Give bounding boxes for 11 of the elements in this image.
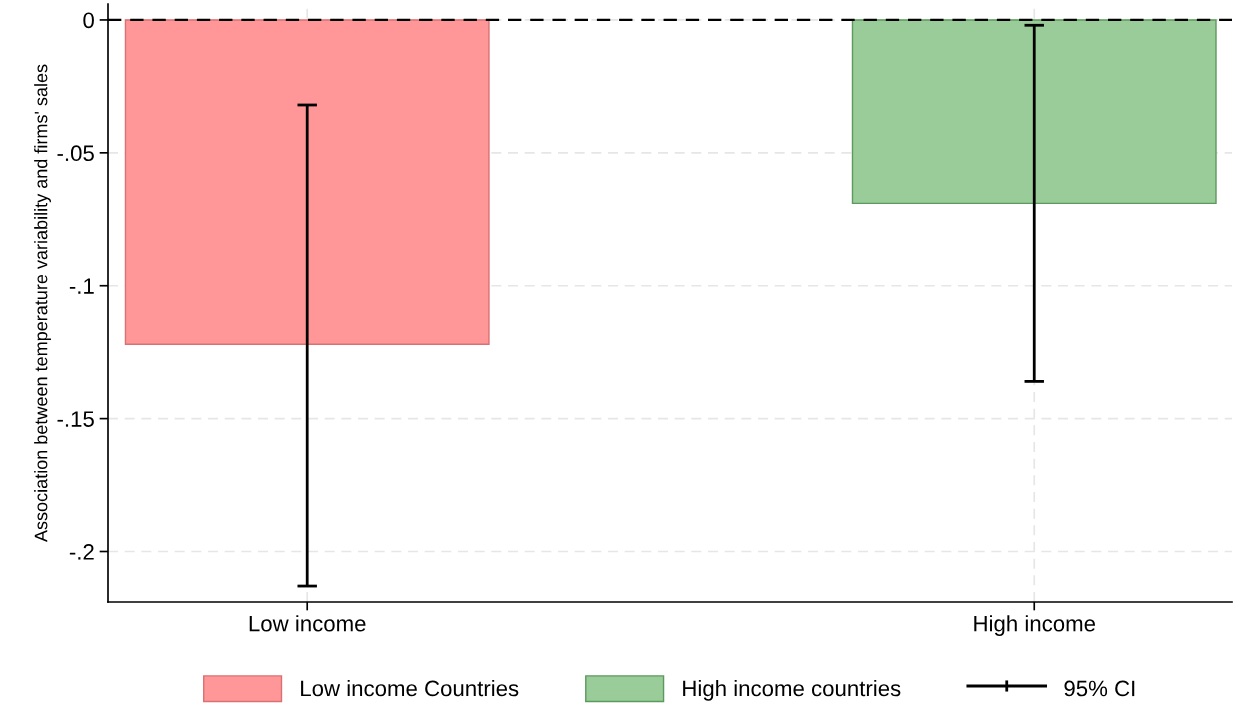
- legend-label: Low income Countries: [301, 679, 519, 697]
- legend-label: High income countries: [683, 679, 901, 701]
- y-tick-label: -.2: [69, 544, 94, 560]
- y-tick-label: -.05: [57, 145, 94, 162]
- y-tick-label: -.1: [69, 278, 94, 294]
- y-axis-title: Association between temperature variability and firms' sales: [34, 64, 51, 543]
- y-tick-label: -.15: [57, 411, 94, 427]
- y-tick-label: 0: [83, 12, 94, 29]
- x-tick-label: High income: [974, 615, 1096, 636]
- text: 95% CI: [1064, 680, 1135, 697]
- x-tick-label: Low income: [249, 615, 366, 632]
